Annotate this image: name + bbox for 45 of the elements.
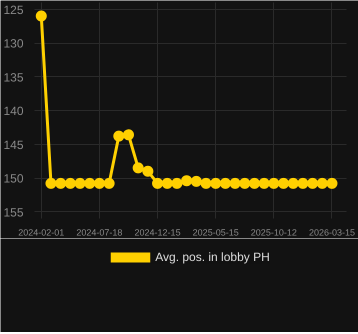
- y-tick-label: 140: [3, 104, 24, 118]
- point: [94, 178, 105, 189]
- y-tick-label: 125: [3, 2, 24, 17]
- point: [55, 178, 66, 189]
- point: [104, 178, 115, 189]
- point: [316, 178, 328, 189]
- point: [258, 178, 270, 189]
- point: [113, 130, 124, 142]
- point: [268, 178, 280, 189]
- point: [200, 178, 212, 189]
- x-tick-label: 2025-05-15: [192, 228, 239, 238]
- x-tick-label: 2024-07-18: [76, 228, 122, 238]
- point: [122, 129, 134, 140]
- point: [220, 178, 231, 189]
- y-tick-label: 145: [3, 138, 24, 152]
- y-tick-label: 135: [3, 70, 24, 84]
- point: [142, 166, 154, 177]
- point: [152, 178, 164, 189]
- point: [74, 178, 86, 189]
- point: [239, 178, 250, 189]
- point: [278, 178, 290, 189]
- point: [84, 178, 96, 189]
- point: [45, 178, 56, 189]
- y-tick-label: 150: [3, 172, 24, 186]
- x-tick-label: 2024-12-15: [134, 228, 181, 238]
- point: [181, 175, 192, 186]
- point: [307, 178, 318, 189]
- y-tick-label: 130: [3, 36, 24, 50]
- x-tick-label: 2026-03-15: [308, 228, 355, 238]
- point: [171, 178, 182, 189]
- point: [248, 178, 260, 189]
- point: [210, 178, 222, 189]
- y-tick-label: 155: [3, 205, 24, 220]
- point: [190, 176, 202, 187]
- point: [230, 178, 241, 189]
- legend-label: Avg. pos. in lobby PH: [155, 250, 270, 264]
- point: [64, 178, 76, 189]
- x-tick-label: 2025-10-12: [250, 228, 297, 238]
- point: [326, 178, 338, 189]
- point: [36, 10, 47, 22]
- x-tick-label: 2024-02-01: [18, 228, 64, 238]
- point: [288, 178, 299, 189]
- point: [162, 178, 173, 189]
- point: [132, 162, 144, 174]
- point: [297, 178, 308, 189]
